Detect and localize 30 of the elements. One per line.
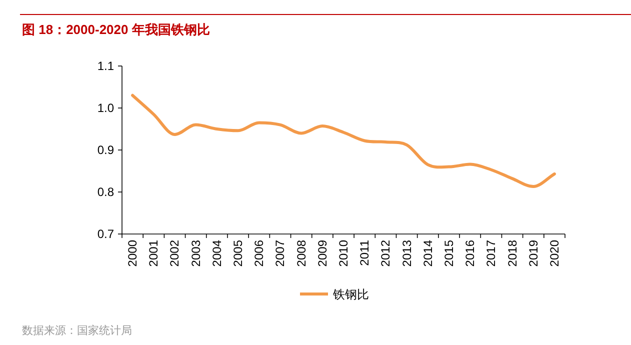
chart-title: 图 18：2000-2020 年我国铁钢比	[22, 22, 210, 37]
y-tick-label: 0.9	[97, 143, 114, 157]
line-series	[131, 94, 556, 188]
y-tick-label: 0.8	[97, 185, 114, 199]
x-tick-label: 2014	[420, 240, 435, 267]
x-tick-label: 2010	[336, 240, 350, 267]
x-tick-label: 2004	[210, 240, 224, 267]
x-tick-label: 2019	[526, 240, 540, 267]
y-tick-label: 1.0	[97, 101, 114, 115]
x-tick-label: 2006	[252, 240, 266, 267]
y-tick-label: 1.1	[97, 59, 114, 73]
x-tick-label: 2015	[442, 240, 456, 267]
x-tick-label: 2003	[188, 240, 203, 267]
x-tick-label: 2009	[315, 240, 330, 267]
legend-label: 铁钢比	[332, 288, 369, 302]
source-note: 数据来源：国家统计局	[22, 324, 132, 337]
x-tick-label: 2017	[484, 240, 498, 267]
x-tick-label: 2000	[126, 240, 140, 267]
y-tick-label: 0.7	[97, 227, 114, 241]
x-tick-label: 2020	[547, 240, 562, 267]
x-tick-label: 2002	[168, 240, 182, 267]
x-tick-label: 2013	[400, 240, 414, 267]
x-tick-label: 2007	[273, 240, 288, 267]
x-tick-label: 2005	[231, 240, 246, 267]
x-tick-label: 2008	[294, 240, 308, 267]
x-tick-label: 2018	[505, 240, 520, 267]
x-tick-label: 2012	[378, 240, 393, 267]
x-tick-label: 2016	[463, 240, 478, 267]
x-tick-label: 2011	[358, 240, 372, 266]
x-tick-label: 2001	[146, 240, 161, 267]
